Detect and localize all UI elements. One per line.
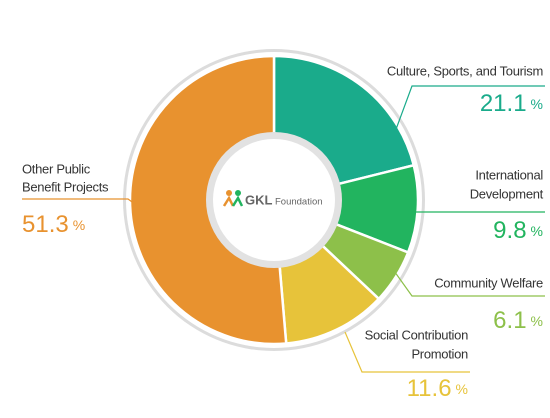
- value-unit: %: [531, 96, 543, 112]
- value-label: 21.1%: [480, 90, 543, 117]
- value-unit: %: [531, 223, 543, 239]
- value-number: 6.1: [493, 307, 526, 334]
- leader-line: [391, 267, 545, 297]
- value-unit: %: [73, 217, 85, 233]
- value-label: 51.3%: [22, 211, 85, 238]
- category-label: Community Welfare: [434, 275, 543, 290]
- logo-icon: [222, 190, 244, 207]
- leader-line: [344, 331, 470, 373]
- value-unit: %: [531, 313, 543, 329]
- category-label: Social Contribution: [365, 327, 468, 342]
- logo-brand: GKL: [245, 192, 273, 207]
- category-label: Promotion: [411, 346, 468, 361]
- category-label: Benefit Projects: [22, 179, 109, 194]
- value-label: 6.1%: [493, 307, 543, 334]
- value-number: 51.3: [22, 211, 69, 238]
- value-number: 21.1: [480, 90, 527, 117]
- center-disc: [213, 139, 335, 261]
- value-label: 11.6%: [407, 375, 468, 402]
- category-label: Other Public: [22, 161, 91, 176]
- value-unit: %: [456, 381, 468, 397]
- leader-line: [22, 198, 151, 216]
- logo-suffix: Foundation: [275, 197, 323, 208]
- category-label: International: [475, 167, 543, 182]
- value-number: 9.8: [493, 217, 526, 244]
- value-number: 11.6: [407, 375, 452, 402]
- category-label: Culture, Sports, and Tourism: [387, 63, 543, 78]
- value-label: 9.8%: [493, 217, 543, 244]
- category-label: Development: [470, 186, 544, 201]
- leader-line: [394, 85, 545, 133]
